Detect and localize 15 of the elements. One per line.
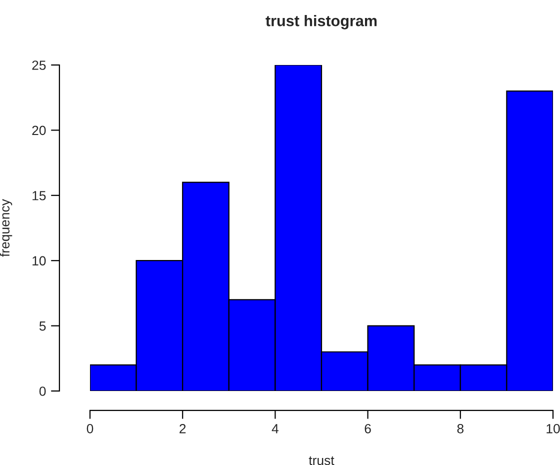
x-tick-label: 4 (272, 424, 278, 434)
y-tick-label: 0 (39, 386, 46, 396)
chart-title: trust histogram (266, 15, 377, 30)
x-tick-label: 8 (457, 424, 464, 434)
x-tick-label: 2 (180, 424, 186, 434)
x-tick-label: 6 (364, 424, 371, 434)
x-axis-title: trust (308, 456, 334, 465)
y-tick-label: 20 (32, 126, 46, 136)
y-tick-label: 15 (32, 191, 46, 200)
y-axis-title: frequency (0, 199, 12, 257)
y-tick-label: 25 (32, 60, 46, 70)
x-tick-label: 0 (86, 424, 94, 434)
y-tick-label: 10 (32, 256, 46, 266)
y-tick-label: 5 (39, 322, 46, 331)
x-tick-label: 10 (546, 424, 560, 434)
